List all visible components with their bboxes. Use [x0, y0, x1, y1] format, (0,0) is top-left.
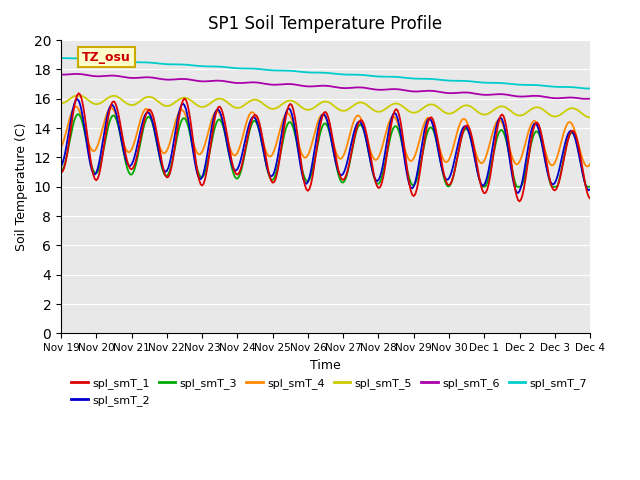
Line: spl_smT_3: spl_smT_3 — [61, 114, 590, 187]
spl_smT_2 — [525, 143, 532, 148]
spl_smT_6 — [72, 71, 79, 77]
Line: spl_smT_4: spl_smT_4 — [61, 107, 590, 167]
spl_smT_7 — [388, 74, 396, 80]
Line: spl_smT_6: spl_smT_6 — [61, 74, 590, 99]
spl_smT_6 — [57, 72, 65, 77]
spl_smT_6 — [378, 87, 385, 93]
spl_smT_3 — [479, 184, 486, 190]
spl_smT_1 — [360, 121, 367, 127]
spl_smT_7 — [376, 74, 384, 80]
X-axis label: Time: Time — [310, 359, 341, 372]
spl_smT_4 — [389, 114, 397, 120]
spl_smT_3 — [389, 126, 397, 132]
spl_smT_1 — [525, 156, 532, 162]
spl_smT_7 — [57, 55, 65, 61]
spl_smT_5 — [157, 101, 164, 107]
spl_smT_3 — [72, 114, 79, 120]
Line: spl_smT_1: spl_smT_1 — [61, 93, 590, 201]
spl_smT_3 — [57, 169, 65, 175]
spl_smT_4 — [586, 161, 594, 167]
spl_smT_7 — [72, 55, 79, 61]
spl_smT_1 — [586, 196, 594, 202]
spl_smT_5 — [72, 93, 79, 99]
spl_smT_1 — [157, 155, 164, 160]
spl_smT_4 — [583, 164, 591, 169]
spl_smT_4 — [378, 147, 385, 153]
spl_smT_3 — [75, 111, 83, 117]
spl_smT_6 — [74, 71, 81, 77]
spl_smT_2 — [514, 190, 522, 196]
spl_smT_3 — [157, 161, 164, 167]
spl_smT_1 — [516, 198, 524, 204]
spl_smT_1 — [72, 96, 79, 102]
Line: spl_smT_2: spl_smT_2 — [61, 99, 590, 193]
spl_smT_3 — [586, 184, 594, 190]
Title: SP1 Soil Temperature Profile: SP1 Soil Temperature Profile — [209, 15, 443, 33]
Line: spl_smT_7: spl_smT_7 — [61, 58, 590, 88]
spl_smT_1 — [389, 112, 397, 118]
spl_smT_2 — [360, 127, 367, 132]
spl_smT_2 — [57, 163, 65, 169]
spl_smT_6 — [389, 86, 397, 92]
spl_smT_4 — [72, 104, 79, 109]
spl_smT_5 — [586, 115, 594, 120]
spl_smT_5 — [389, 101, 397, 107]
spl_smT_3 — [525, 155, 532, 160]
spl_smT_4 — [523, 134, 531, 140]
spl_smT_2 — [74, 96, 81, 102]
spl_smT_7 — [358, 72, 366, 78]
Text: TZ_osu: TZ_osu — [82, 51, 131, 64]
Line: spl_smT_5: spl_smT_5 — [61, 96, 590, 118]
spl_smT_2 — [157, 159, 164, 165]
spl_smT_1 — [57, 169, 65, 175]
spl_smT_7 — [156, 60, 163, 66]
spl_smT_3 — [378, 176, 385, 181]
spl_smT_2 — [389, 111, 397, 117]
spl_smT_5 — [360, 100, 367, 106]
spl_smT_1 — [378, 181, 385, 187]
spl_smT_4 — [360, 123, 367, 129]
spl_smT_4 — [74, 104, 81, 110]
spl_smT_6 — [360, 85, 367, 91]
spl_smT_7 — [586, 85, 594, 91]
spl_smT_5 — [57, 100, 65, 106]
Legend: spl_smT_1, spl_smT_2, spl_smT_3, spl_smT_4, spl_smT_5, spl_smT_6, spl_smT_7: spl_smT_1, spl_smT_2, spl_smT_3, spl_smT… — [67, 374, 592, 410]
spl_smT_6 — [157, 76, 164, 82]
spl_smT_5 — [74, 93, 81, 99]
spl_smT_4 — [157, 147, 164, 153]
spl_smT_2 — [72, 97, 79, 103]
spl_smT_7 — [583, 85, 591, 91]
spl_smT_7 — [522, 82, 529, 88]
spl_smT_3 — [360, 127, 367, 133]
spl_smT_5 — [523, 109, 531, 115]
spl_smT_1 — [75, 90, 83, 96]
spl_smT_2 — [378, 169, 385, 175]
spl_smT_6 — [579, 96, 587, 102]
spl_smT_5 — [378, 108, 385, 114]
spl_smT_2 — [586, 187, 594, 192]
spl_smT_4 — [57, 144, 65, 150]
Y-axis label: Soil Temperature (C): Soil Temperature (C) — [15, 122, 28, 251]
spl_smT_6 — [586, 96, 594, 102]
spl_smT_6 — [523, 94, 531, 99]
